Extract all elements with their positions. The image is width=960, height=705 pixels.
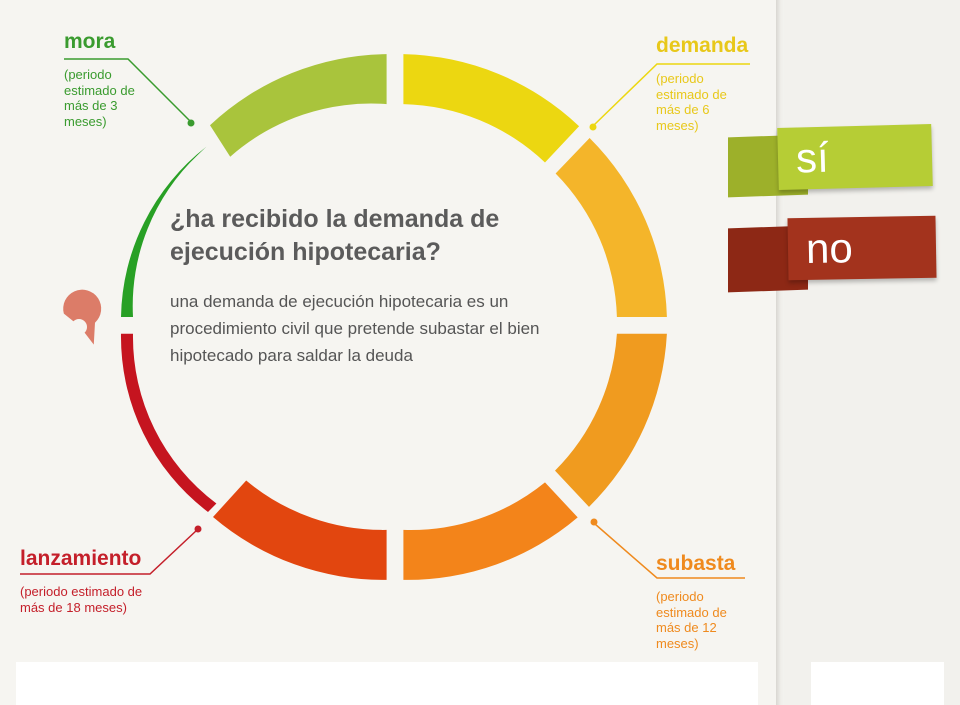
question-title: ¿ha recibido la demanda de ejecución hip… (170, 205, 500, 266)
ring-inner-mora-green (121, 146, 207, 317)
phase-title-lanzamiento: lanzamiento (20, 547, 142, 570)
ring-segment-subasta-deep (403, 482, 578, 580)
ring-inner-lanzamiento-red (120, 333, 217, 512)
phase-title-subasta: subasta (656, 552, 736, 575)
no-label: no (805, 224, 854, 272)
demanda-connector-dot (589, 123, 597, 131)
phase-note-lanzamiento: (periodo estimado de más de 18 meses) (20, 584, 143, 615)
lanzamiento-connector (20, 529, 198, 575)
answer-panel (784, 0, 960, 705)
no-button[interactable]: no (728, 215, 937, 295)
question-description: una demanda de ejecución hipotecaria es … (170, 292, 540, 365)
subasta-connector-dot (590, 518, 598, 526)
phase-title-mora: mora (64, 30, 116, 53)
ring-segment-demanda-yellow (403, 54, 580, 163)
no-ribbon-face: no (787, 215, 937, 281)
bottom-content-box (16, 662, 758, 705)
yes-ribbon-face: sí (777, 123, 933, 191)
yes-button[interactable]: sí (728, 122, 933, 202)
yes-label: sí (795, 133, 830, 182)
phase-title-demanda: demanda (656, 34, 749, 57)
mora-connector (64, 58, 191, 122)
phase-note-subasta: (periodo estimado de más de 12 meses) (656, 589, 727, 651)
phase-note-mora: (periodo estimado de más de 3 meses) (64, 67, 135, 129)
phase-ring (20, 54, 750, 580)
demanda-connector (593, 63, 750, 126)
panel-divider (776, 0, 784, 705)
ring-segment-mora-light (210, 54, 387, 157)
ring-segment-lanzamiento-red-orange (213, 480, 387, 580)
bottom-side-box (811, 662, 944, 705)
ring-segment-demanda-amber (555, 138, 667, 317)
subasta-connector (594, 523, 745, 579)
location-pin-icon[interactable] (57, 282, 119, 347)
phase-note-demanda: (periodo estimado de más de 6 meses) (656, 71, 727, 133)
ring-segment-subasta-orange (555, 333, 667, 507)
mora-connector-dot (187, 119, 195, 127)
lanzamiento-connector-dot (194, 525, 202, 533)
